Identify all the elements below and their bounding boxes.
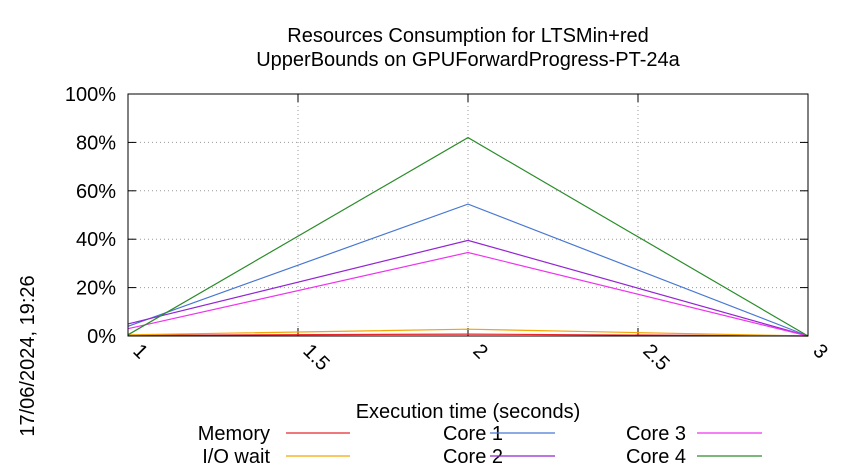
x-tick-label: 3: [808, 340, 831, 363]
plot-frame: [127, 93, 809, 337]
series-line: [127, 203, 809, 337]
y-tick-label: 0%: [87, 326, 116, 348]
legend-label: I/O wait: [202, 446, 270, 468]
y-tick-label: 40%: [76, 229, 116, 251]
y-tick-label: 60%: [76, 181, 116, 203]
x-tick-label: 2.5: [638, 340, 673, 375]
legend-label: Core 4: [626, 446, 686, 468]
grid: [128, 94, 808, 336]
x-axis-label: Execution time (seconds): [356, 401, 581, 423]
legend-label: Core 2: [443, 446, 503, 468]
series-lines: [127, 136, 809, 337]
series-line: [127, 251, 809, 337]
legend-label: Memory: [198, 423, 270, 445]
series-line: [127, 136, 809, 337]
y-tick-label: 100%: [65, 84, 116, 106]
timestamp-label: 17/06/2024, 19:26: [17, 275, 39, 436]
chart-subtitle: UpperBounds on GPUForwardProgress-PT-24a: [256, 49, 680, 71]
y-tick-label: 20%: [76, 278, 116, 300]
legend-label: Core 3: [626, 423, 686, 445]
series-line: [127, 333, 809, 337]
y-tick-label: 80%: [76, 132, 116, 154]
chart-title: Resources Consumption for LTSMin+red: [287, 25, 648, 47]
series-line: [127, 328, 809, 337]
series-line: [127, 239, 809, 337]
x-tick-label: 1.5: [298, 340, 333, 375]
x-tick-label: 1: [128, 340, 151, 363]
legend-label: Core 1: [443, 423, 503, 445]
x-tick-label: 2: [468, 340, 491, 363]
